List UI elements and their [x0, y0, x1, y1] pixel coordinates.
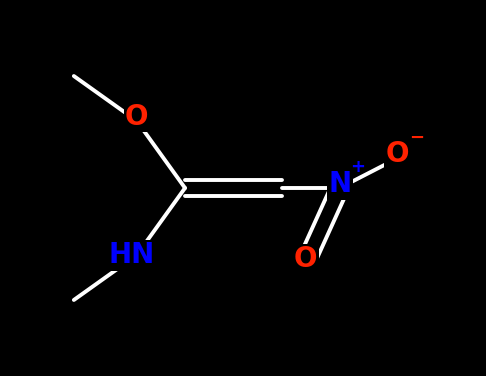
Text: O: O: [386, 140, 409, 168]
Text: N: N: [328, 170, 351, 198]
Text: HN: HN: [109, 241, 155, 269]
Text: O: O: [294, 245, 317, 273]
Text: +: +: [350, 158, 365, 176]
Text: O: O: [125, 103, 148, 131]
Text: −: −: [409, 129, 425, 147]
